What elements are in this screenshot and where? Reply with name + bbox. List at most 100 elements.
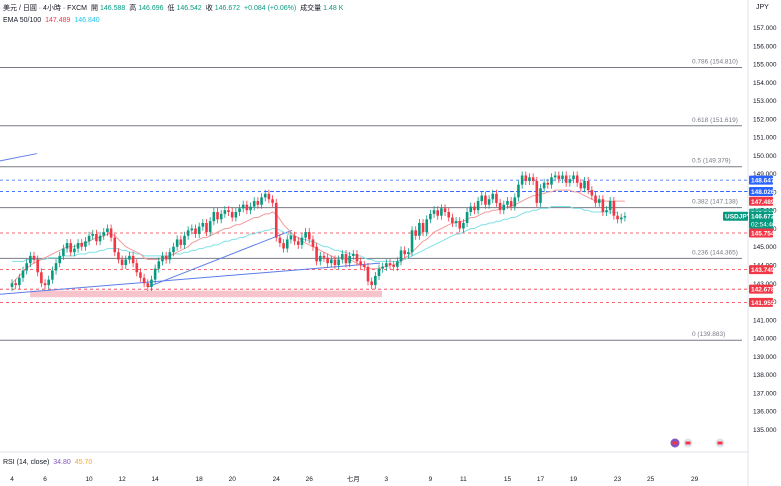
candle-body xyxy=(502,204,506,211)
candle xyxy=(590,186,594,200)
price-tick: 151.000 xyxy=(753,135,777,142)
candle xyxy=(608,197,612,215)
candle xyxy=(623,212,627,222)
trend-lines[interactable] xyxy=(0,153,381,295)
candle-body xyxy=(142,277,146,284)
candle xyxy=(285,235,289,253)
event-icons[interactable] xyxy=(669,437,726,449)
lightning-icon[interactable] xyxy=(669,437,681,449)
candle xyxy=(542,178,546,193)
candle xyxy=(131,251,135,268)
candle-body xyxy=(139,272,142,278)
flag-icon[interactable] xyxy=(714,437,726,449)
candle-body xyxy=(32,255,36,260)
candle-body xyxy=(513,197,517,207)
candle xyxy=(183,231,186,249)
candle xyxy=(447,208,451,222)
ema-legend[interactable]: EMA 50/100 147.489 146.840 xyxy=(3,16,102,25)
candle xyxy=(102,228,106,240)
candle-body xyxy=(205,222,208,233)
candle-body xyxy=(344,254,348,264)
candle-body xyxy=(451,217,454,223)
candle-body xyxy=(425,219,429,233)
price-label-text: 147.489 xyxy=(751,199,775,206)
candle-body xyxy=(300,237,304,245)
price-label: USDJPY xyxy=(723,211,752,221)
candle xyxy=(293,231,296,246)
open-value: 146.588 xyxy=(99,5,126,12)
candle xyxy=(399,246,403,266)
candle xyxy=(223,206,227,218)
price-tick: 152.000 xyxy=(753,116,777,123)
candle xyxy=(315,242,318,266)
rsi-legend[interactable]: RSI (14, close) 34.80 45.70 xyxy=(3,458,94,467)
candle xyxy=(363,260,366,271)
candle xyxy=(139,268,142,282)
candle xyxy=(311,235,315,251)
candle xyxy=(385,259,388,271)
flag-icon-glyph xyxy=(717,441,723,445)
candle xyxy=(458,217,462,233)
candle xyxy=(355,250,359,266)
candle-body xyxy=(579,182,583,189)
support-zone xyxy=(30,290,382,298)
candle-body xyxy=(348,255,351,264)
candle xyxy=(25,259,28,275)
candle-body xyxy=(285,239,289,249)
candle xyxy=(274,198,278,242)
candle xyxy=(374,271,377,290)
candle-body xyxy=(575,175,579,183)
candle xyxy=(601,195,605,217)
candle xyxy=(410,226,414,257)
candle-body xyxy=(260,197,263,205)
candle-body xyxy=(76,243,80,249)
candle xyxy=(300,233,304,249)
candle xyxy=(216,208,219,224)
candle-body xyxy=(91,233,95,236)
time-tick: 25 xyxy=(647,476,655,483)
candle xyxy=(106,224,109,237)
time-tick: 10 xyxy=(85,476,93,483)
candle xyxy=(524,171,528,185)
candle-body xyxy=(252,201,256,207)
flag-icon[interactable] xyxy=(682,437,694,449)
candle xyxy=(194,224,197,238)
candle-body xyxy=(14,283,17,286)
candle-body xyxy=(553,175,557,178)
candle xyxy=(539,184,542,207)
price-tick: 137.000 xyxy=(753,390,777,397)
candle xyxy=(164,251,168,264)
candle xyxy=(546,178,550,189)
price-label-bg xyxy=(749,228,773,238)
ema50-line xyxy=(11,189,625,284)
open-label: 開 xyxy=(90,5,98,12)
candle-body xyxy=(469,206,473,213)
candle xyxy=(377,264,381,280)
candle xyxy=(550,173,553,189)
price-label-bg xyxy=(749,265,773,275)
candle xyxy=(84,237,87,251)
candle xyxy=(91,229,95,240)
candle-body xyxy=(586,180,590,191)
candle xyxy=(98,231,102,246)
candle xyxy=(307,228,311,244)
candle-body xyxy=(274,202,278,238)
time-tick: 26 xyxy=(306,476,314,483)
candle-body xyxy=(564,175,568,183)
candle-body xyxy=(612,201,616,216)
change-value: +0.084 (+0.06%) xyxy=(244,5,297,12)
candle xyxy=(245,200,249,215)
countdown-text: 02:54:46 xyxy=(751,222,776,229)
price-label-text: 148.647 xyxy=(751,178,775,185)
candle-body xyxy=(109,228,113,238)
candle-body xyxy=(40,272,43,284)
candle xyxy=(161,251,164,266)
flag-icon-glyph xyxy=(685,441,691,445)
candle-body xyxy=(605,210,608,213)
candle-body xyxy=(289,235,293,240)
candle-body xyxy=(212,212,216,222)
candle xyxy=(509,197,513,211)
candle-body xyxy=(227,210,230,213)
